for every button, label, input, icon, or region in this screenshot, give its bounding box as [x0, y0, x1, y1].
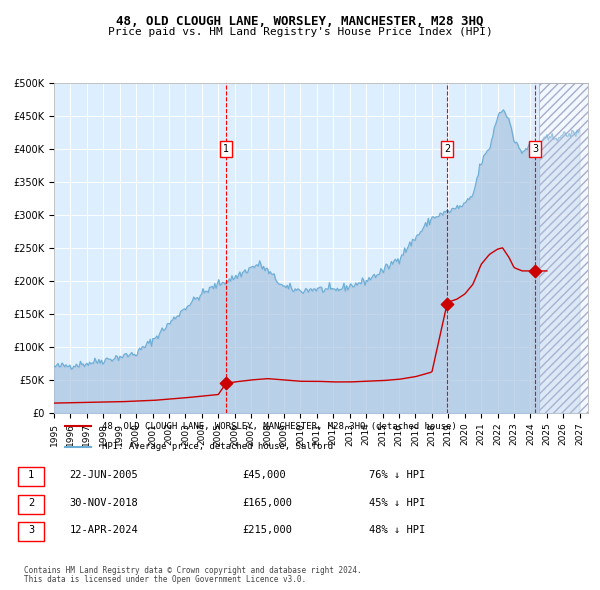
Point — [442, 299, 452, 309]
Text: 22-JUN-2005: 22-JUN-2005 — [70, 470, 139, 480]
Text: This data is licensed under the Open Government Licence v3.0.: This data is licensed under the Open Gov… — [24, 575, 306, 584]
Text: 3: 3 — [28, 525, 34, 535]
Text: 1: 1 — [28, 470, 34, 480]
Text: 2: 2 — [28, 497, 34, 507]
Point — [221, 379, 231, 388]
Text: 2: 2 — [444, 144, 450, 153]
Text: 30-NOV-2018: 30-NOV-2018 — [70, 497, 139, 507]
Text: 3: 3 — [532, 144, 538, 153]
Text: £215,000: £215,000 — [242, 525, 292, 535]
Text: £165,000: £165,000 — [242, 497, 292, 507]
Text: 76% ↓ HPI: 76% ↓ HPI — [369, 470, 425, 480]
Text: 48% ↓ HPI: 48% ↓ HPI — [369, 525, 425, 535]
FancyBboxPatch shape — [18, 522, 44, 541]
Text: 12-APR-2024: 12-APR-2024 — [70, 525, 139, 535]
Bar — [539, 83, 588, 413]
Text: HPI: Average price, detached house, Salford: HPI: Average price, detached house, Salf… — [102, 442, 333, 451]
Text: Price paid vs. HM Land Registry's House Price Index (HPI): Price paid vs. HM Land Registry's House … — [107, 27, 493, 37]
Text: 45% ↓ HPI: 45% ↓ HPI — [369, 497, 425, 507]
FancyBboxPatch shape — [18, 467, 44, 486]
Text: 48, OLD CLOUGH LANE, WORSLEY, MANCHESTER, M28 3HQ (detached house): 48, OLD CLOUGH LANE, WORSLEY, MANCHESTER… — [102, 422, 457, 431]
Text: £45,000: £45,000 — [242, 470, 286, 480]
Text: Contains HM Land Registry data © Crown copyright and database right 2024.: Contains HM Land Registry data © Crown c… — [24, 566, 362, 575]
Text: 48, OLD CLOUGH LANE, WORSLEY, MANCHESTER, M28 3HQ: 48, OLD CLOUGH LANE, WORSLEY, MANCHESTER… — [116, 15, 484, 28]
Point — [530, 266, 540, 276]
Text: 1: 1 — [223, 144, 229, 153]
FancyBboxPatch shape — [18, 495, 44, 514]
